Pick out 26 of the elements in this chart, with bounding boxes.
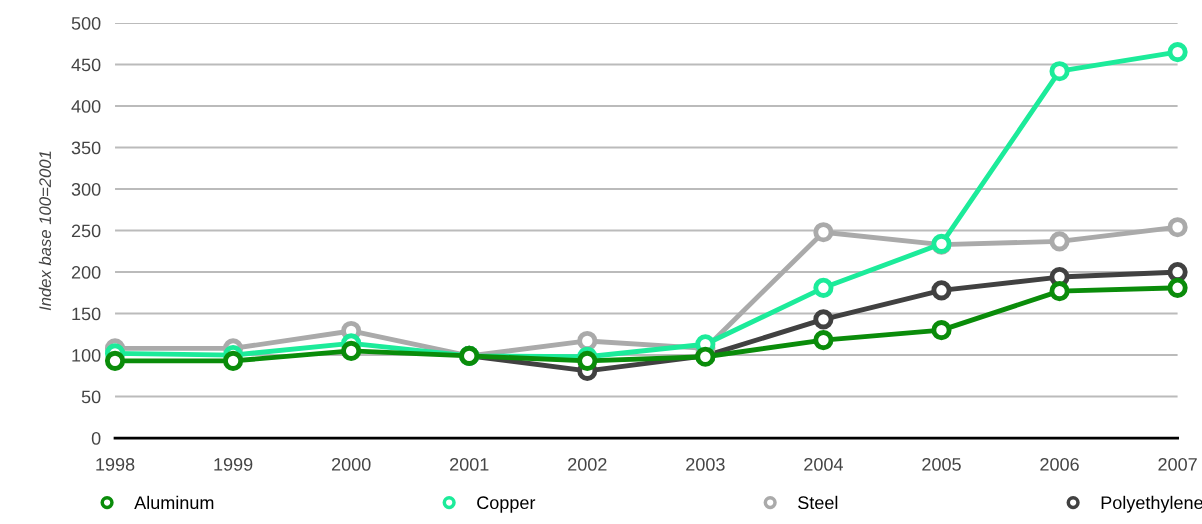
x-tick-label: 2006	[1040, 457, 1079, 471]
y-tick-label: 450	[71, 58, 101, 72]
y-tick-label: 300	[71, 182, 101, 196]
y-tick-label: 0	[91, 432, 101, 445]
y-tick-label: 400	[71, 99, 101, 113]
legend-label: Steel	[798, 495, 838, 510]
y-tick-label: 100	[72, 349, 101, 362]
y-tick-label: 250	[71, 224, 101, 238]
y-tick-label: 500	[71, 16, 101, 30]
y-axis-title: Index base 100=2001	[38, 151, 52, 311]
y-tick-label: 150	[72, 307, 101, 321]
x-tick-label: 2003	[686, 457, 725, 471]
legend-label: Aluminum	[134, 495, 214, 510]
x-tick-label: 1999	[214, 457, 253, 471]
y-tick-label: 200	[71, 266, 101, 279]
x-tick-label: 2004	[804, 457, 843, 471]
x-tick-label: 2005	[922, 457, 961, 471]
x-tick-label: 2000	[331, 457, 371, 471]
y-tick-label: 50	[81, 390, 101, 404]
legend-label: Polyethylene	[1101, 495, 1202, 513]
x-tick-label: 2007	[1158, 457, 1197, 471]
y-tick-label: 350	[71, 141, 101, 155]
x-tick-label: 2002	[568, 457, 607, 471]
legend-label: Copper	[477, 496, 536, 513]
x-tick-label: 2001	[450, 457, 489, 471]
x-tick-label: 1998	[96, 457, 135, 471]
